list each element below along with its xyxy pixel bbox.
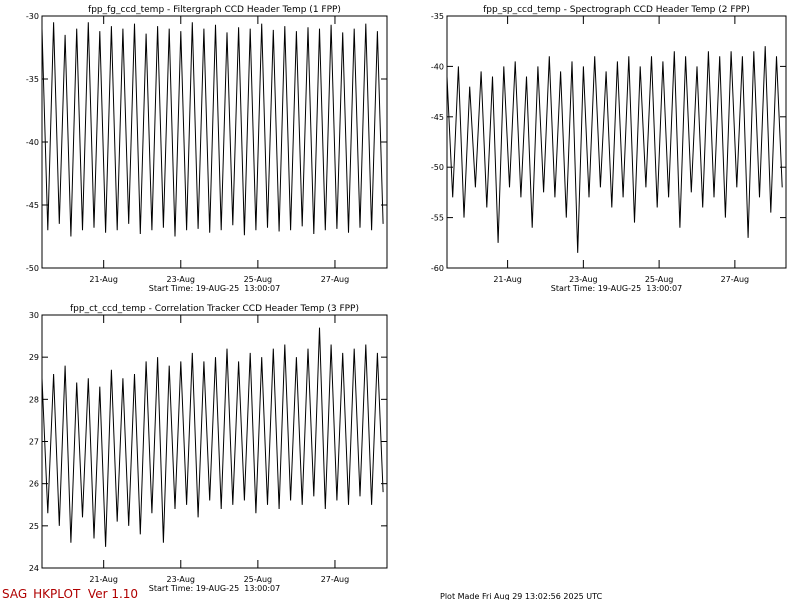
x-tick-label: 25-Aug	[645, 275, 674, 284]
chart-title: fpp_fg_ccd_temp - Filtergraph CCD Header…	[88, 5, 341, 15]
start-time: Start Time: 19-AUG-25 13:00:07	[149, 584, 280, 593]
data-line	[41, 22, 384, 237]
y-tick-label: -40	[26, 138, 39, 147]
y-tick-label: 24	[29, 564, 39, 573]
y-tick-label: -55	[431, 214, 444, 223]
x-tick-label: 21-Aug	[493, 275, 522, 284]
x-tick-label: 23-Aug	[167, 575, 196, 584]
chart-title: fpp_sp_ccd_temp - Spectrograph CCD Heade…	[483, 5, 750, 15]
y-tick-label: -60	[431, 264, 444, 273]
x-tick-label: 25-Aug	[244, 275, 273, 284]
y-tick-label: 26	[29, 480, 39, 489]
y-tick-label: 28	[29, 395, 39, 404]
start-time: Start Time: 19-AUG-25 13:00:07	[149, 284, 280, 293]
x-tick-label: 27-Aug	[321, 575, 350, 584]
x-tick-label: 21-Aug	[89, 275, 118, 284]
program-label: SAG_HKPLOT Ver 1.10	[2, 587, 138, 600]
y-tick-label: 27	[29, 438, 39, 447]
x-tick-label: 21-Aug	[89, 575, 118, 584]
x-tick-label: 23-Aug	[167, 275, 196, 284]
y-tick-label: 30	[29, 311, 39, 320]
y-tick-label: -50	[26, 264, 39, 273]
y-tick-label: -45	[26, 201, 39, 210]
y-tick-label: -30	[26, 12, 39, 21]
y-tick-label: -45	[431, 113, 444, 122]
x-tick-label: 27-Aug	[321, 275, 350, 284]
y-tick-label: 25	[29, 522, 39, 531]
data-line	[41, 327, 384, 547]
plot-frame	[446, 15, 787, 269]
x-tick-label: 25-Aug	[244, 575, 273, 584]
start-time: Start Time: 19-AUG-25 13:00:07	[551, 284, 682, 293]
x-tick-label: 27-Aug	[721, 275, 750, 284]
y-tick-label: 29	[29, 353, 39, 362]
y-tick-label: -35	[431, 12, 444, 21]
chart-title: fpp_ct_ccd_temp - Correlation Tracker CC…	[70, 304, 359, 314]
plot-made-label: Plot Made Fri Aug 29 13:02:56 2025 UTC	[440, 592, 603, 600]
y-tick-label: -35	[26, 75, 39, 84]
x-tick-label: 23-Aug	[569, 275, 598, 284]
y-tick-label: -50	[431, 163, 444, 172]
y-tick-label: -40	[431, 62, 444, 71]
data-line	[446, 46, 783, 253]
